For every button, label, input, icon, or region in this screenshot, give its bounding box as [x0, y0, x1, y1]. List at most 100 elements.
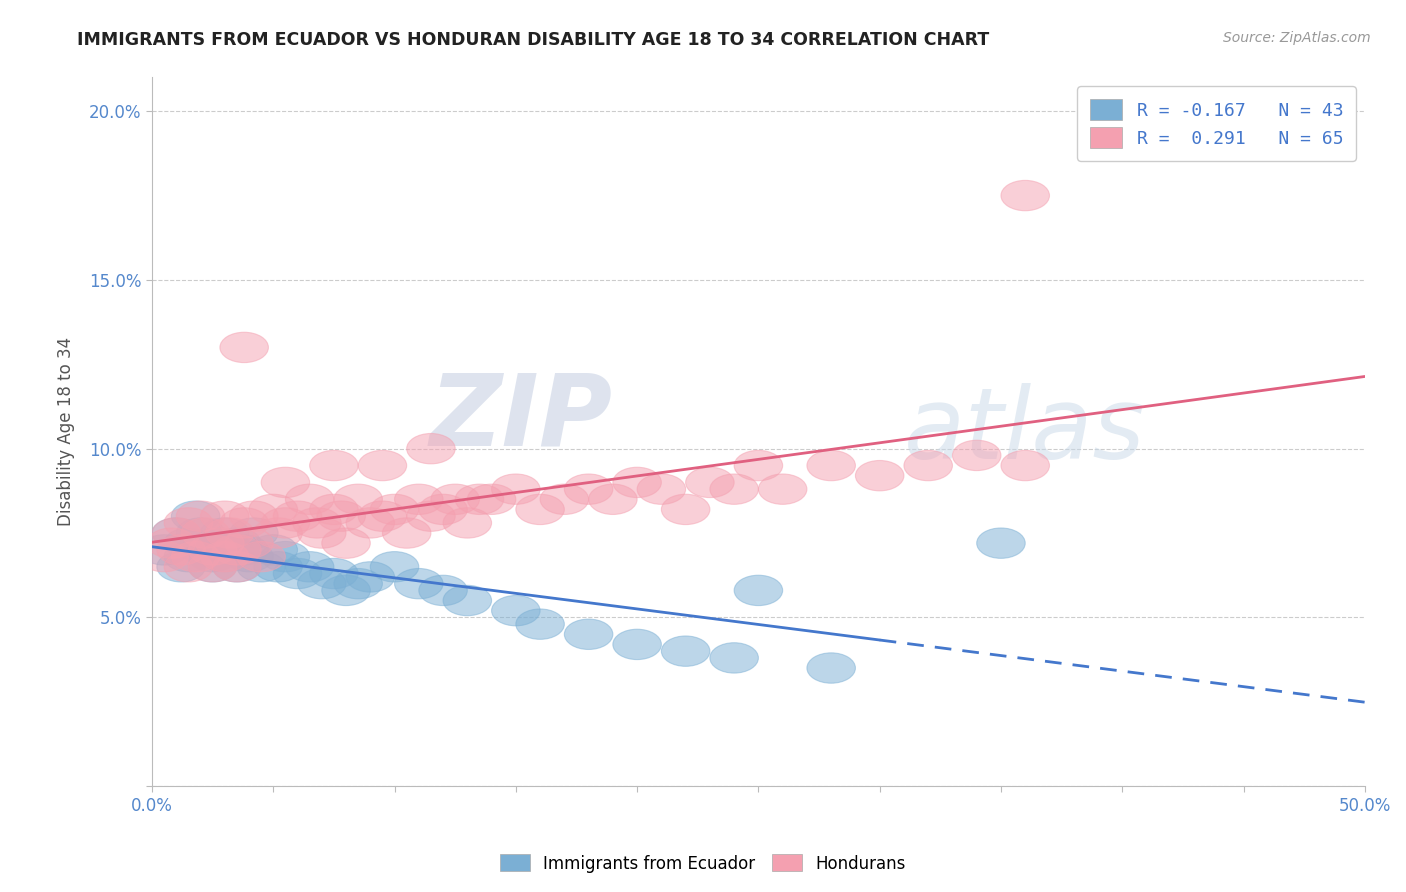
Ellipse shape [322, 575, 370, 606]
Legend: Immigrants from Ecuador, Hondurans: Immigrants from Ecuador, Hondurans [494, 847, 912, 880]
Ellipse shape [516, 609, 564, 640]
Ellipse shape [157, 534, 205, 566]
Ellipse shape [333, 484, 382, 515]
Ellipse shape [157, 551, 205, 582]
Ellipse shape [188, 534, 236, 566]
Ellipse shape [492, 474, 540, 504]
Ellipse shape [229, 501, 278, 532]
Ellipse shape [309, 450, 359, 481]
Ellipse shape [212, 551, 262, 582]
Ellipse shape [236, 541, 285, 572]
Ellipse shape [637, 474, 686, 504]
Ellipse shape [456, 484, 503, 515]
Ellipse shape [195, 528, 245, 558]
Ellipse shape [382, 518, 430, 549]
Ellipse shape [172, 501, 219, 532]
Ellipse shape [952, 441, 1001, 471]
Ellipse shape [346, 562, 395, 592]
Ellipse shape [467, 484, 516, 515]
Ellipse shape [139, 534, 188, 566]
Ellipse shape [219, 534, 269, 566]
Ellipse shape [807, 450, 855, 481]
Ellipse shape [262, 541, 309, 572]
Ellipse shape [176, 518, 225, 549]
Ellipse shape [292, 508, 342, 538]
Y-axis label: Disability Age 18 to 34: Disability Age 18 to 34 [58, 337, 75, 526]
Ellipse shape [516, 494, 564, 524]
Ellipse shape [395, 568, 443, 599]
Ellipse shape [406, 434, 456, 464]
Ellipse shape [540, 484, 589, 515]
Ellipse shape [309, 558, 359, 589]
Ellipse shape [346, 508, 395, 538]
Ellipse shape [589, 484, 637, 515]
Ellipse shape [229, 518, 278, 549]
Ellipse shape [165, 541, 212, 572]
Ellipse shape [195, 528, 245, 558]
Ellipse shape [165, 551, 212, 582]
Ellipse shape [219, 508, 269, 538]
Ellipse shape [285, 551, 333, 582]
Ellipse shape [1001, 450, 1049, 481]
Ellipse shape [395, 484, 443, 515]
Text: Source: ZipAtlas.com: Source: ZipAtlas.com [1223, 31, 1371, 45]
Text: atlas: atlas [904, 384, 1146, 480]
Ellipse shape [309, 494, 359, 524]
Ellipse shape [201, 541, 249, 572]
Ellipse shape [564, 619, 613, 649]
Ellipse shape [212, 551, 262, 582]
Ellipse shape [148, 528, 195, 558]
Ellipse shape [165, 508, 212, 538]
Ellipse shape [201, 501, 249, 532]
Ellipse shape [564, 474, 613, 504]
Ellipse shape [298, 518, 346, 549]
Ellipse shape [188, 551, 236, 582]
Ellipse shape [172, 541, 219, 572]
Ellipse shape [758, 474, 807, 504]
Ellipse shape [316, 501, 366, 532]
Ellipse shape [710, 474, 758, 504]
Ellipse shape [613, 467, 661, 498]
Ellipse shape [181, 518, 229, 549]
Ellipse shape [201, 541, 249, 572]
Ellipse shape [734, 575, 783, 606]
Ellipse shape [359, 501, 406, 532]
Ellipse shape [359, 450, 406, 481]
Ellipse shape [254, 518, 302, 549]
Ellipse shape [152, 518, 201, 549]
Ellipse shape [205, 534, 254, 566]
Ellipse shape [443, 585, 492, 615]
Ellipse shape [686, 467, 734, 498]
Ellipse shape [254, 551, 302, 582]
Ellipse shape [333, 568, 382, 599]
Ellipse shape [1001, 180, 1049, 211]
Ellipse shape [613, 629, 661, 659]
Text: ZIP: ZIP [430, 369, 613, 467]
Ellipse shape [249, 534, 298, 566]
Ellipse shape [165, 528, 212, 558]
Ellipse shape [443, 508, 492, 538]
Ellipse shape [710, 643, 758, 673]
Ellipse shape [285, 484, 333, 515]
Ellipse shape [370, 494, 419, 524]
Ellipse shape [734, 450, 783, 481]
Ellipse shape [492, 596, 540, 626]
Ellipse shape [139, 541, 188, 572]
Ellipse shape [188, 551, 236, 582]
Ellipse shape [273, 558, 322, 589]
Ellipse shape [212, 534, 262, 566]
Ellipse shape [322, 528, 370, 558]
Ellipse shape [212, 528, 262, 558]
Ellipse shape [661, 494, 710, 524]
Ellipse shape [249, 494, 298, 524]
Ellipse shape [262, 467, 309, 498]
Ellipse shape [977, 528, 1025, 558]
Ellipse shape [406, 501, 456, 532]
Ellipse shape [904, 450, 952, 481]
Ellipse shape [419, 494, 467, 524]
Ellipse shape [176, 501, 225, 532]
Ellipse shape [273, 501, 322, 532]
Ellipse shape [236, 551, 285, 582]
Ellipse shape [807, 653, 855, 683]
Legend: R = -0.167   N = 43, R =  0.291   N = 65: R = -0.167 N = 43, R = 0.291 N = 65 [1077, 87, 1355, 161]
